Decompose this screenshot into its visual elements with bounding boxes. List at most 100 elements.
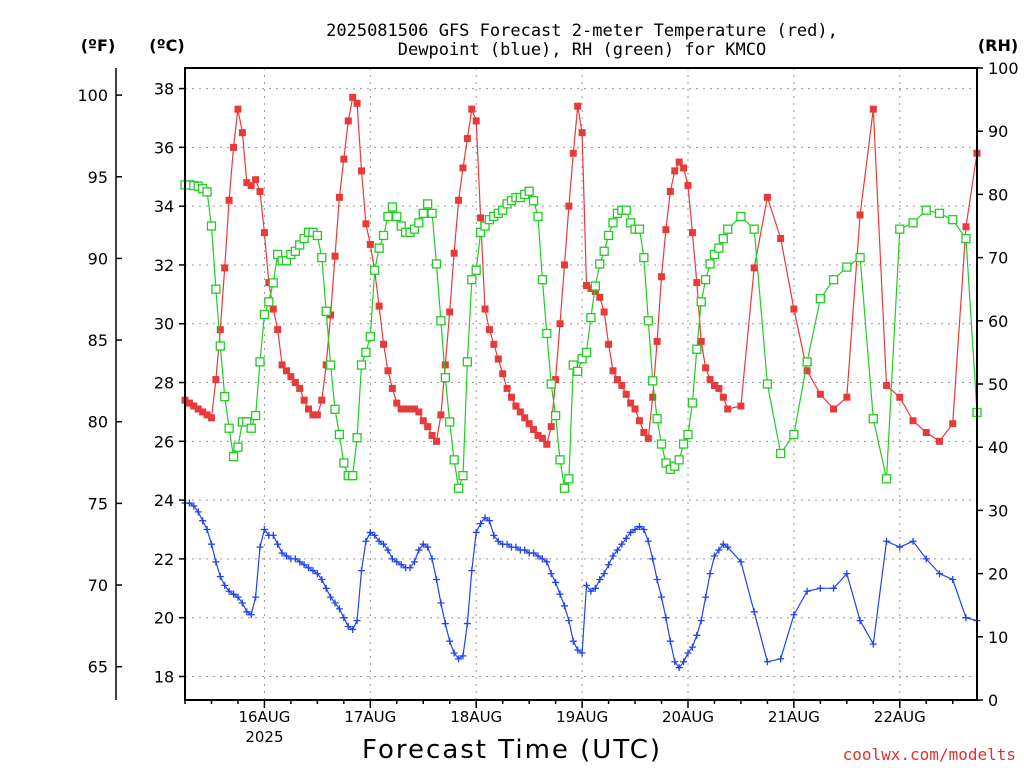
2-meter-temperature-point <box>702 364 710 372</box>
dewpoint-point <box>194 508 202 516</box>
rh-unit-label: (RH) <box>978 36 1018 55</box>
rh-point <box>330 404 340 414</box>
rh-point <box>250 410 261 421</box>
2-meter-temperature-point <box>291 379 299 387</box>
rh-point <box>440 373 450 383</box>
dewpoint-point <box>238 599 246 607</box>
rh-point <box>374 243 384 253</box>
dewpoint-point <box>410 558 418 566</box>
dewpoint-point <box>706 570 714 578</box>
dewpoint-point <box>521 546 529 554</box>
2-meter-temperature-point <box>830 405 838 413</box>
2-meter-temperature-point <box>313 411 321 419</box>
dewpoint-point <box>935 570 943 578</box>
rh-line <box>185 184 978 491</box>
dewpoint-point <box>627 528 635 536</box>
dewpoint-point <box>300 561 308 569</box>
rh-point <box>264 297 274 307</box>
x-tick-sublabel: 2025 <box>245 728 283 746</box>
rh-point <box>789 429 799 440</box>
2-meter-temperature-point <box>362 220 370 228</box>
dewpoint-point <box>680 658 688 666</box>
2-meter-temperature-point <box>437 411 445 419</box>
rh-point <box>855 252 865 263</box>
dewpoint-point <box>543 558 551 566</box>
dewpoint-point <box>247 611 255 619</box>
dewpoint-point <box>296 558 304 566</box>
2-meter-temperature-point <box>521 414 529 422</box>
dewpoint-point <box>830 584 838 592</box>
rh-point <box>550 410 561 421</box>
2-meter-temperature-point <box>278 361 286 369</box>
2-meter-temperature-point <box>556 320 564 328</box>
rh-point <box>383 211 393 222</box>
rh-point <box>648 376 658 386</box>
2-meter-temperature-point <box>428 431 436 439</box>
dewpoint-point <box>428 555 436 563</box>
2-meter-temperature-point <box>384 367 392 375</box>
dewpoint-point <box>635 523 643 531</box>
2-meter-temperature-point <box>274 326 282 334</box>
dewpoint-point <box>406 564 414 572</box>
dewpoint-point <box>455 655 463 663</box>
rh-point <box>749 224 759 234</box>
rh-point <box>842 262 852 272</box>
2-meter-temperature-point <box>525 420 533 428</box>
2-meter-temperature-point <box>569 149 577 157</box>
2-meter-temperature-point <box>463 135 471 143</box>
2-meter-temperature-point <box>715 384 723 392</box>
rh-tick-label: 40 <box>988 438 1008 457</box>
rh-point <box>595 259 605 269</box>
rh-point <box>573 366 583 377</box>
fahrenheit-tick-label: 95 <box>88 168 108 187</box>
dewpoint-point <box>552 578 560 586</box>
2-meter-temperature-point <box>402 405 410 413</box>
rh-point <box>246 423 256 433</box>
rh-point <box>881 474 892 484</box>
dewpoint-point <box>234 593 242 601</box>
fahrenheit-tick-label: 85 <box>88 331 108 350</box>
dewpoint-point <box>424 543 432 551</box>
2-meter-temperature-point <box>706 376 714 384</box>
chart-title-line1: 2025081506 GFS Forecast 2-meter Temperat… <box>326 21 838 41</box>
dewpoint-point <box>331 599 339 607</box>
2-meter-temperature-point <box>613 376 621 384</box>
rh-tick-label: 0 <box>988 691 998 710</box>
rh-point <box>656 439 667 449</box>
dewpoint-point <box>578 649 586 657</box>
2-meter-temperature-point <box>238 129 246 137</box>
dewpoint-point <box>719 540 727 548</box>
dewpoint-point <box>185 499 193 507</box>
rh-point <box>908 218 918 228</box>
dewpoint-point <box>212 558 220 566</box>
dewpoint-point <box>503 540 511 548</box>
dewpoint-point <box>556 590 564 598</box>
2-meter-temperature-point <box>644 434 652 442</box>
dewpoint-point <box>790 611 798 619</box>
2-meter-temperature-point <box>344 117 352 125</box>
rh-point <box>961 233 971 244</box>
dewpoint-point <box>693 631 701 639</box>
celsius-tick-label: 26 <box>154 432 174 451</box>
celsius-tick-label: 30 <box>154 315 174 334</box>
rh-point <box>325 360 336 370</box>
2-meter-temperature-point <box>516 408 524 416</box>
rh-point <box>387 202 398 212</box>
credit-link[interactable]: coolwx.com/modelts <box>843 745 1016 764</box>
dewpoint-point <box>710 552 718 560</box>
2-meter-temperature-point <box>962 223 970 231</box>
2-meter-temperature-point <box>574 102 582 110</box>
2-meter-temperature-point <box>472 117 480 125</box>
rh-point <box>317 252 327 263</box>
rh-point <box>365 331 375 342</box>
rh-point <box>687 398 698 408</box>
rh-point <box>220 391 230 402</box>
2-meter-temperature-point <box>666 187 674 195</box>
fahrenheit-tick-label: 100 <box>77 86 108 105</box>
dewpoint-point <box>675 664 683 672</box>
dewpoint-point <box>750 608 758 616</box>
2-meter-temperature-point <box>565 202 573 210</box>
chart-title-line2: Dewpoint (blue), RH (green) for KMCO <box>398 40 766 60</box>
dewpoint-point <box>653 575 661 583</box>
dewpoint-point <box>269 531 277 539</box>
